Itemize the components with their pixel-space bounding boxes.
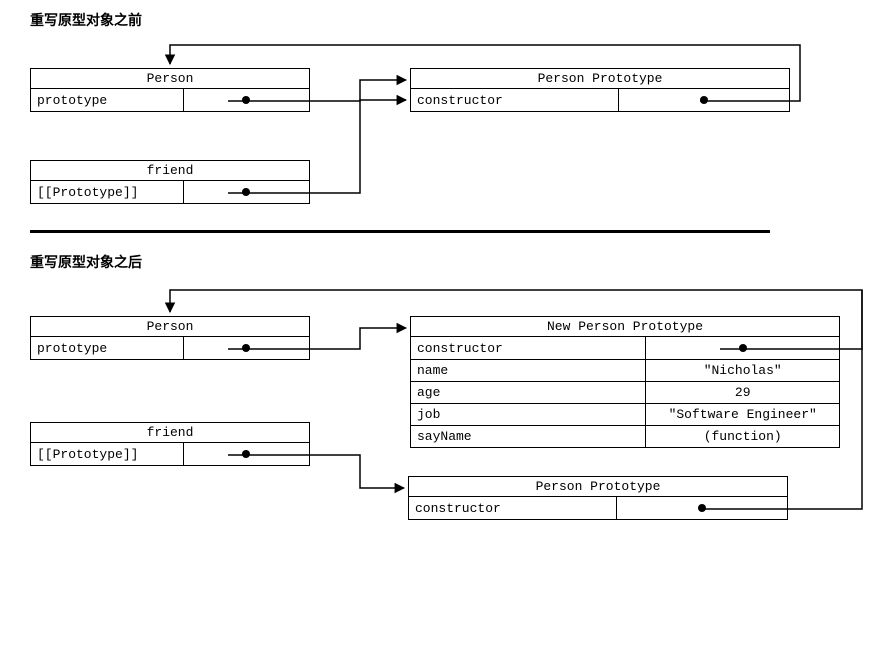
s2-newproto-row-name: name "Nicholas"	[411, 359, 839, 381]
s1-friend-header: friend	[31, 161, 309, 181]
s1-person-val	[184, 89, 309, 111]
s1-proto-key: constructor	[411, 89, 619, 111]
pointer-dot	[242, 188, 250, 196]
s1-proto-val	[619, 89, 789, 111]
s2-person-header: Person	[31, 317, 309, 337]
s2-oldproto-box: Person Prototype constructor	[408, 476, 788, 520]
s2-oldproto-header: Person Prototype	[409, 477, 787, 497]
section-separator	[30, 230, 770, 233]
s2-friend-header: friend	[31, 423, 309, 443]
s2-newproto-box: New Person Prototype constructor name "N…	[410, 316, 840, 448]
s1-person-key: prototype	[31, 89, 184, 111]
s2-newproto-row-constructor: constructor	[411, 337, 839, 359]
s2-oldproto-row-constructor: constructor	[409, 497, 787, 519]
pointer-dot	[700, 96, 708, 104]
s2-friend-row-proto: [[Prototype]]	[31, 443, 309, 465]
s1-friend-key: [[Prototype]]	[31, 181, 184, 203]
s2-friend-box: friend [[Prototype]]	[30, 422, 310, 466]
diagram-canvas: 重写原型对象之前 重写原型对象之后 Person prototype Perso…	[0, 0, 885, 648]
s1-proto-row-constructor: constructor	[411, 89, 789, 111]
pointer-dot	[739, 344, 747, 352]
s2-newproto-row-sayName: sayName (function)	[411, 425, 839, 447]
s2-newproto-row-job: job "Software Engineer"	[411, 403, 839, 425]
s1-person-header: Person	[31, 69, 309, 89]
s2-person-val	[184, 337, 309, 359]
s1-person-row-prototype: prototype	[31, 89, 309, 111]
section1-title: 重写原型对象之前	[30, 10, 142, 30]
pointer-dot	[242, 344, 250, 352]
s1-proto-header: Person Prototype	[411, 69, 789, 89]
s1-friend-row-proto: [[Prototype]]	[31, 181, 309, 203]
s1-person-box: Person prototype	[30, 68, 310, 112]
section2-title: 重写原型对象之后	[30, 252, 142, 272]
s2-person-box: Person prototype	[30, 316, 310, 360]
s2-person-key: prototype	[31, 337, 184, 359]
pointer-dot	[698, 504, 706, 512]
s1-friend-val	[184, 181, 309, 203]
pointer-dot	[242, 96, 250, 104]
pointer-dot	[242, 450, 250, 458]
s2-person-row-prototype: prototype	[31, 337, 309, 359]
s2-newproto-header: New Person Prototype	[411, 317, 839, 337]
s1-proto-box: Person Prototype constructor	[410, 68, 790, 112]
s2-newproto-row-age: age 29	[411, 381, 839, 403]
s1-friend-box: friend [[Prototype]]	[30, 160, 310, 204]
